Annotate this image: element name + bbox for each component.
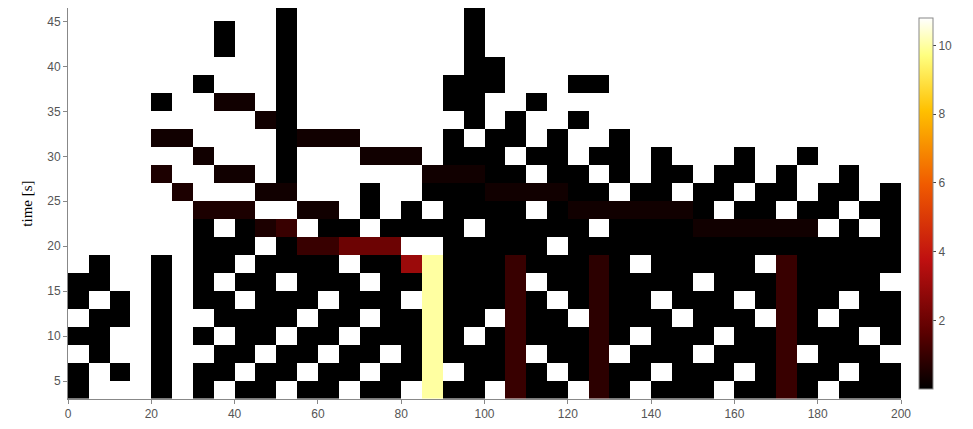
svg-text:45: 45	[47, 15, 61, 29]
svg-text:100: 100	[474, 407, 494, 421]
svg-text:4: 4	[938, 245, 945, 259]
svg-text:8: 8	[938, 107, 945, 121]
svg-text:20: 20	[47, 239, 61, 253]
svg-text:180: 180	[808, 407, 828, 421]
svg-text:40: 40	[47, 60, 61, 74]
svg-text:time [s]: time [s]	[19, 180, 35, 226]
svg-text:25: 25	[47, 194, 61, 208]
svg-text:10: 10	[938, 39, 952, 53]
svg-text:140: 140	[641, 407, 661, 421]
svg-text:10: 10	[47, 329, 61, 343]
svg-text:0: 0	[65, 407, 72, 421]
svg-text:80: 80	[395, 407, 409, 421]
svg-text:30: 30	[47, 150, 61, 164]
svg-text:120: 120	[558, 407, 578, 421]
svg-text:200: 200	[891, 407, 911, 421]
svg-text:20: 20	[145, 407, 159, 421]
svg-text:60: 60	[311, 407, 325, 421]
svg-text:5: 5	[54, 374, 61, 388]
svg-text:6: 6	[938, 176, 945, 190]
svg-text:160: 160	[724, 407, 744, 421]
svg-text:15: 15	[47, 284, 61, 298]
svg-text:2: 2	[938, 314, 945, 328]
svg-text:35: 35	[47, 105, 61, 119]
svg-text:40: 40	[228, 407, 242, 421]
